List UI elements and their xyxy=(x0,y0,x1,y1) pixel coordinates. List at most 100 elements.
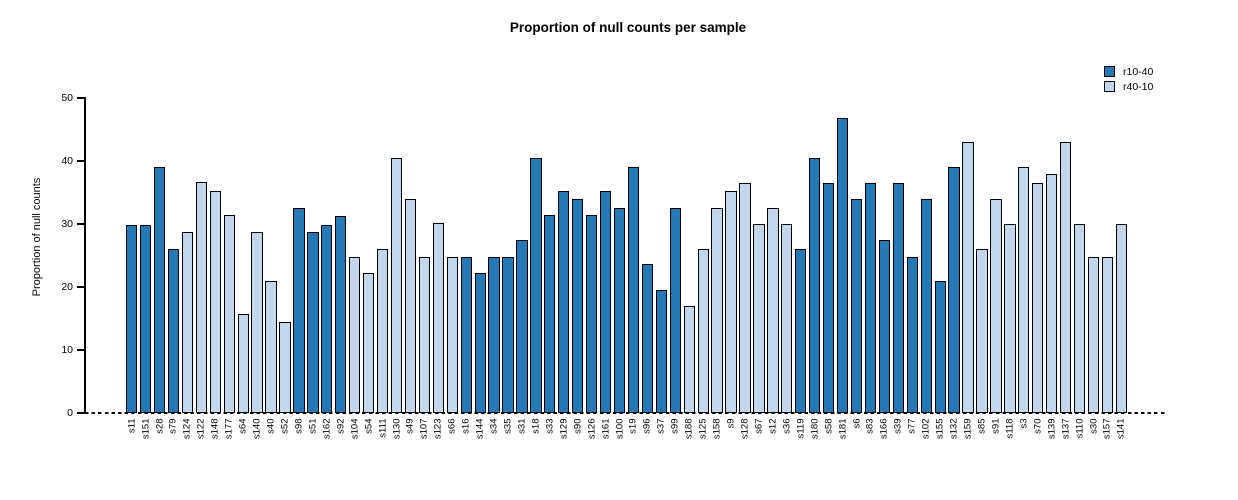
x-tick-label: s155 xyxy=(934,418,946,439)
y-axis-title: Proportion of null counts xyxy=(31,177,43,297)
bar-s140 xyxy=(251,232,263,413)
bar-s188 xyxy=(683,305,695,413)
bar-s92 xyxy=(335,215,347,413)
x-tick-label: s139 xyxy=(1046,418,1058,439)
y-tick-mark xyxy=(77,412,84,414)
bar-s40 xyxy=(265,280,277,413)
bar-s118 xyxy=(1004,224,1016,413)
x-tick-label: s159 xyxy=(962,418,974,439)
x-tick-label: s30 xyxy=(1088,418,1099,434)
x-tick-label: s67 xyxy=(753,418,765,434)
x-tick-label: s100 xyxy=(614,418,626,439)
x-tick-label: s31 xyxy=(516,418,528,434)
bar-s180 xyxy=(809,158,821,413)
x-tick-label: s28 xyxy=(154,418,166,434)
x-tick-label: s54 xyxy=(363,418,375,434)
bar-s123 xyxy=(432,223,444,413)
bar-s58 xyxy=(823,183,835,413)
bar-s70 xyxy=(1032,183,1044,413)
x-tick-label: s83 xyxy=(864,418,876,434)
x-tick-label: s12 xyxy=(767,418,779,434)
x-tick-label: s91 xyxy=(990,418,1002,434)
bar-s104 xyxy=(349,257,361,413)
x-tick-label: s52 xyxy=(279,418,291,434)
x-tick-label: s35 xyxy=(502,418,514,434)
bar-s16 xyxy=(460,257,472,413)
bar-s102 xyxy=(920,198,932,413)
bar-s64 xyxy=(237,314,249,413)
y-tick-label: 0 xyxy=(67,407,73,419)
bar-s139 xyxy=(1046,174,1058,413)
bar-s124 xyxy=(181,232,194,413)
x-tick-label: s158 xyxy=(711,418,723,439)
bar-s129 xyxy=(558,191,570,413)
bar-s34 xyxy=(488,257,500,413)
x-tick-label: s51 xyxy=(307,418,319,434)
x-tick-label: s79 xyxy=(167,418,179,434)
bar-s91 xyxy=(990,198,1002,413)
bar-s28 xyxy=(153,166,166,413)
bar-s166 xyxy=(878,240,891,413)
x-tick-label: s34 xyxy=(488,418,500,434)
y-tick-label: 10 xyxy=(61,344,73,356)
x-tick-label: s11 xyxy=(126,418,138,433)
x-tick-label: s6 xyxy=(851,418,863,429)
bar-s181 xyxy=(836,117,849,413)
y-tick-mark xyxy=(77,97,84,99)
x-tick-label: s36 xyxy=(781,418,793,434)
x-tick-label: s96 xyxy=(641,418,653,434)
y-tick-mark xyxy=(77,286,84,288)
chart-title: Proportion of null counts per sample xyxy=(509,20,747,35)
bar-s96 xyxy=(641,264,654,413)
x-tick-label: s161 xyxy=(600,418,612,439)
x-tick-label: s118 xyxy=(1004,418,1016,438)
bar-s51 xyxy=(307,232,319,413)
bar-s49 xyxy=(404,198,417,413)
x-tick-label: s130 xyxy=(391,418,402,439)
x-tick-label: s64 xyxy=(237,418,249,434)
x-tick-label: s125 xyxy=(697,418,709,439)
bar-s177 xyxy=(223,215,235,413)
x-tick-label: s104 xyxy=(349,418,361,439)
y-tick-label: 40 xyxy=(61,155,73,167)
x-tick-label: s122 xyxy=(195,418,207,439)
bar-s31 xyxy=(516,240,528,413)
bar-s54 xyxy=(362,273,375,413)
x-tick-label: s140 xyxy=(251,418,263,439)
legend-label: r10-40 xyxy=(1123,65,1154,78)
bar-s18 xyxy=(530,158,542,413)
x-tick-label: s90 xyxy=(572,418,584,434)
bar-s125 xyxy=(697,249,709,413)
bar-s122 xyxy=(195,182,207,413)
x-tick-label: s18 xyxy=(530,418,542,434)
bar-s6 xyxy=(850,198,863,413)
y-tick-mark xyxy=(77,160,84,162)
bar-s90 xyxy=(572,198,584,413)
x-tick-label: s129 xyxy=(558,418,570,439)
bar-s161 xyxy=(599,191,612,413)
x-tick-label: s126 xyxy=(586,418,598,439)
bar-s11 xyxy=(126,224,138,413)
bar-s19 xyxy=(627,166,640,413)
bar-s119 xyxy=(795,249,807,413)
x-tick-label: s16 xyxy=(460,418,472,434)
bar-s128 xyxy=(739,183,751,413)
legend-swatch-dark-icon xyxy=(1104,66,1115,77)
x-tick-label: s19 xyxy=(627,418,639,434)
bar-s77 xyxy=(906,257,918,413)
legend-swatch-light-icon xyxy=(1104,81,1115,92)
x-tick-label: s99 xyxy=(669,418,681,434)
x-tick-label: s66 xyxy=(446,418,458,434)
x-tick-label: s181 xyxy=(837,418,849,439)
x-tick-label: s157 xyxy=(1101,418,1113,439)
bar-s111 xyxy=(376,248,389,413)
bar-s137 xyxy=(1059,142,1072,413)
legend-item-r10-40: r10-40 xyxy=(1104,64,1153,79)
x-tick-label: s137 xyxy=(1060,418,1072,439)
y-tick-label: 20 xyxy=(61,281,73,293)
x-tick-label: s98 xyxy=(293,418,305,434)
x-tick-label: s132 xyxy=(948,418,960,439)
legend-label: r40-10 xyxy=(1123,80,1154,93)
x-tick-label: s40 xyxy=(265,418,277,434)
